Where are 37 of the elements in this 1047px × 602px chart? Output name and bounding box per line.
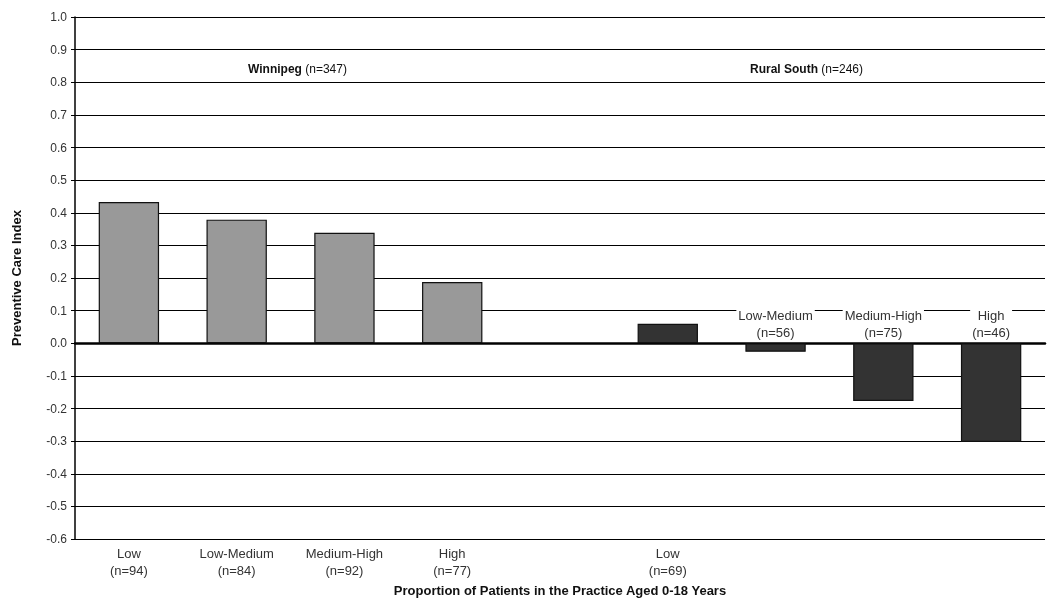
- y-tick-label: -0.1: [46, 368, 68, 383]
- bar: [960, 343, 1022, 442]
- y-tick-label: 0.4: [50, 205, 68, 220]
- y-tick-label: 0.5: [50, 173, 68, 188]
- y-tick-label: 0.6: [50, 140, 68, 155]
- x-tick-label: Medium-High (n=92): [305, 546, 384, 579]
- x-tick-label: Low (n=69): [648, 546, 687, 579]
- y-tick-label: 0.0: [50, 336, 68, 351]
- x-tick-label: Medium-High (n=75): [844, 307, 922, 340]
- annotation: Rural South (n=246): [750, 62, 864, 76]
- bar: [422, 281, 483, 344]
- y-tick-label: 1.0: [50, 10, 68, 24]
- x-axis-title: Proportion of Patients in the Practice Aged 0-18 Years: [393, 583, 727, 598]
- y-tick-label: 0.1: [50, 303, 68, 318]
- y-tick-label: -0.5: [46, 499, 68, 514]
- y-tick-label: 0.9: [50, 42, 68, 57]
- y-tick-label: -0.3: [46, 434, 68, 449]
- x-tick-label: Low (n=94): [109, 546, 148, 579]
- bar: [853, 343, 914, 402]
- y-tick-label: 0.8: [50, 75, 68, 90]
- bar: [637, 323, 698, 344]
- y-tick-label: -0.4: [46, 466, 68, 481]
- y-tick-label: 0.3: [50, 238, 68, 253]
- y-tick-label: 0.7: [50, 107, 68, 122]
- y-tick-label: 0.2: [50, 271, 68, 286]
- x-tick-label: High (n=77): [433, 546, 472, 579]
- bar: [98, 202, 160, 344]
- annotation: Winnipeg (n=347): [248, 62, 347, 76]
- x-tick-label: High (n=46): [972, 307, 1011, 340]
- bar: [314, 232, 375, 344]
- x-tick-label: Low-Medium (n=56): [738, 307, 813, 340]
- bar: [745, 343, 806, 352]
- y-tick-label: -0.6: [46, 532, 68, 547]
- y-axis-title: Preventive Care Index: [9, 209, 24, 346]
- y-tick-label: -0.2: [46, 401, 68, 416]
- bar: [206, 219, 267, 344]
- x-tick-label: Low-Medium (n=84): [199, 546, 274, 579]
